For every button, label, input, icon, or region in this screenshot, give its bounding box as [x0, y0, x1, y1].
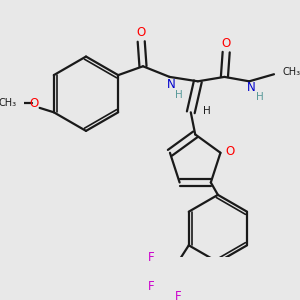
Text: CH₃: CH₃: [283, 68, 300, 77]
Text: N: N: [167, 78, 176, 92]
Text: F: F: [148, 280, 155, 292]
Text: F: F: [175, 290, 181, 300]
Text: F: F: [148, 251, 155, 264]
Text: O: O: [222, 37, 231, 50]
Text: O: O: [30, 97, 39, 110]
Text: CH₃: CH₃: [0, 98, 16, 108]
Text: O: O: [226, 145, 235, 158]
Text: H: H: [175, 90, 182, 100]
Text: H: H: [203, 106, 211, 116]
Text: H: H: [256, 92, 264, 102]
Text: O: O: [136, 26, 146, 39]
Text: N: N: [247, 81, 255, 94]
